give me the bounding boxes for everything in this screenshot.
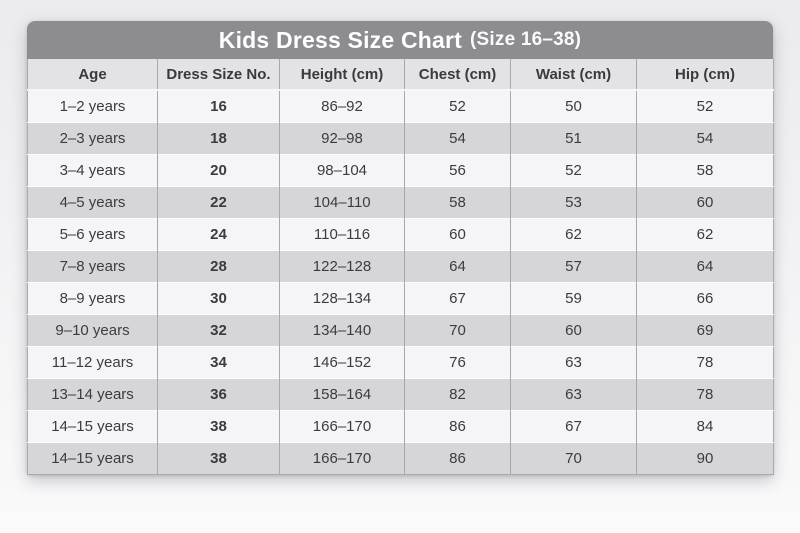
cell-age: 3–4 years [27,153,158,186]
table-row: 13–14 years 36 158–164 82 63 78 [27,377,774,410]
table-row: 9–10 years 32 134–140 70 60 69 [27,313,774,346]
cell-chest: 76 [404,345,511,378]
cell-waist: 53 [510,185,637,218]
cell-dress-size: 34 [157,345,280,378]
chart-title: Kids Dress Size Chart [218,26,463,53]
cell-hip: 90 [636,441,774,474]
cell-height: 134–140 [279,313,405,346]
cell-waist: 52 [510,153,637,186]
cell-dress-size: 32 [157,313,280,346]
cell-waist: 51 [510,121,637,154]
cell-height: 104–110 [279,185,405,218]
table-row: 8–9 years 30 128–134 67 59 66 [27,281,774,314]
cell-waist: 63 [510,377,637,410]
size-chart-card: Kids Dress Size Chart (Size 16–38) Age Dr… [27,21,774,475]
cell-dress-size: 24 [157,217,280,250]
cell-height: 122–128 [279,249,405,282]
table-row: 4–5 years 22 104–110 58 53 60 [27,185,774,218]
cell-waist: 57 [510,249,637,282]
cell-chest: 54 [404,121,511,154]
cell-height: 110–116 [279,217,405,250]
column-header-waist: Waist (cm) [510,59,637,91]
cell-dress-size: 30 [157,281,280,314]
column-header-age: Age [27,59,158,91]
cell-chest: 60 [404,217,511,250]
cell-dress-size: 38 [157,409,280,442]
cell-chest: 58 [404,185,511,218]
cell-age: 14–15 years [27,441,158,474]
chart-title-bar: Kids Dress Size Chart (Size 16–38) [27,21,773,59]
cell-chest: 82 [404,377,511,410]
cell-hip: 62 [636,217,774,250]
cell-age: 14–15 years [27,409,158,442]
cell-chest: 52 [404,89,511,122]
cell-hip: 66 [636,281,774,314]
cell-chest: 70 [404,313,511,346]
size-table: Age Dress Size No. Height (cm) Chest (cm) Wa… [27,59,774,475]
cell-age: 9–10 years [27,313,158,346]
cell-dress-size: 22 [157,185,280,218]
cell-waist: 67 [510,409,637,442]
cell-age: 1–2 years [27,89,158,122]
cell-height: 98–104 [279,153,405,186]
column-header-dress-size: Dress Size No. [157,59,280,91]
table-row: 2–3 years 18 92–98 54 51 54 [27,121,774,154]
cell-hip: 64 [636,249,774,282]
cell-height: 158–164 [279,377,405,410]
table-header-row: Age Dress Size No. Height (cm) Chest (cm) Wa… [27,59,774,91]
table-row: 11–12 years 34 146–152 76 63 78 [27,345,774,378]
cell-height: 146–152 [279,345,405,378]
cell-dress-size: 20 [157,153,280,186]
table-row: 14–15 years 38 166–170 86 67 84 [27,409,774,442]
cell-waist: 60 [510,313,637,346]
column-header-hip: Hip (cm) [636,59,774,91]
cell-height: 128–134 [279,281,405,314]
cell-hip: 69 [636,313,774,346]
table-row: 14–15 years 38 166–170 86 70 90 [27,441,774,474]
table-row: 3–4 years 20 98–104 56 52 58 [27,153,774,186]
cell-chest: 67 [404,281,511,314]
cell-hip: 60 [636,185,774,218]
cell-height: 92–98 [279,121,405,154]
table-row: 1–2 years 16 86–92 52 50 52 [27,89,774,122]
cell-age: 2–3 years [27,121,158,154]
cell-age: 8–9 years [27,281,158,314]
cell-height: 166–170 [279,441,405,474]
cell-hip: 78 [636,377,774,410]
cell-waist: 62 [510,217,637,250]
table-row: 5–6 years 24 110–116 60 62 62 [27,217,774,250]
column-header-chest: Chest (cm) [404,59,511,91]
cell-hip: 52 [636,89,774,122]
cell-chest: 86 [404,409,511,442]
cell-dress-size: 18 [157,121,280,154]
cell-age: 4–5 years [27,185,158,218]
chart-subtitle: (Size 16–38) [470,29,582,50]
cell-waist: 50 [510,89,637,122]
column-header-height: Height (cm) [279,59,405,91]
cell-hip: 78 [636,345,774,378]
table-row: 7–8 years 28 122–128 64 57 64 [27,249,774,282]
cell-hip: 54 [636,121,774,154]
cell-waist: 59 [510,281,637,314]
cell-height: 86–92 [279,89,405,122]
cell-chest: 64 [404,249,511,282]
cell-dress-size: 28 [157,249,280,282]
cell-hip: 58 [636,153,774,186]
cell-dress-size: 16 [157,89,280,122]
cell-dress-size: 36 [157,377,280,410]
cell-age: 7–8 years [27,249,158,282]
cell-age: 11–12 years [27,345,158,378]
cell-waist: 70 [510,441,637,474]
cell-height: 166–170 [279,409,405,442]
cell-age: 5–6 years [27,217,158,250]
cell-dress-size: 38 [157,441,280,474]
cell-chest: 86 [404,441,511,474]
cell-waist: 63 [510,345,637,378]
cell-hip: 84 [636,409,774,442]
cell-age: 13–14 years [27,377,158,410]
cell-chest: 56 [404,153,511,186]
